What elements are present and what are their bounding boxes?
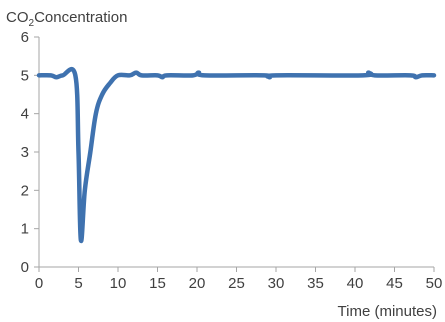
y-axis-title-suffix: Concentration	[34, 9, 127, 26]
x-tick-label: 20	[189, 275, 206, 292]
y-tick-label: 5	[21, 67, 29, 84]
y-tick-label: 3	[21, 144, 29, 161]
x-tick-label: 0	[35, 275, 43, 292]
y-axis-title-prefix: CO	[6, 9, 29, 26]
y-axis-title: CO2Concentration	[6, 9, 127, 29]
x-axis-ticks: 0 5 10 15 20 25 30 35 40 45 50	[35, 267, 443, 292]
x-axis-title: Time (minutes)	[338, 303, 437, 320]
x-tick-label: 50	[426, 275, 443, 292]
x-tick-label: 15	[149, 275, 166, 292]
x-tick-label: 40	[347, 275, 364, 292]
y-axis-title-subscript: 2	[29, 18, 35, 29]
x-tick-label: 30	[268, 275, 285, 292]
y-tick-label: 6	[21, 29, 29, 46]
x-tick-label: 45	[386, 275, 403, 292]
y-tick-label: 4	[21, 106, 29, 123]
y-tick-label: 2	[21, 182, 29, 199]
y-axis-ticks: 0 1 2 3 4 5 6	[21, 29, 39, 276]
x-tick-label: 5	[74, 275, 82, 292]
series-layer	[36, 66, 437, 243]
x-tick-label: 25	[228, 275, 245, 292]
series-line	[36, 66, 437, 243]
x-tick-label: 10	[110, 275, 127, 292]
y-tick-label: 0	[21, 259, 29, 276]
x-tick-label: 35	[307, 275, 324, 292]
y-tick-label: 1	[21, 221, 29, 238]
